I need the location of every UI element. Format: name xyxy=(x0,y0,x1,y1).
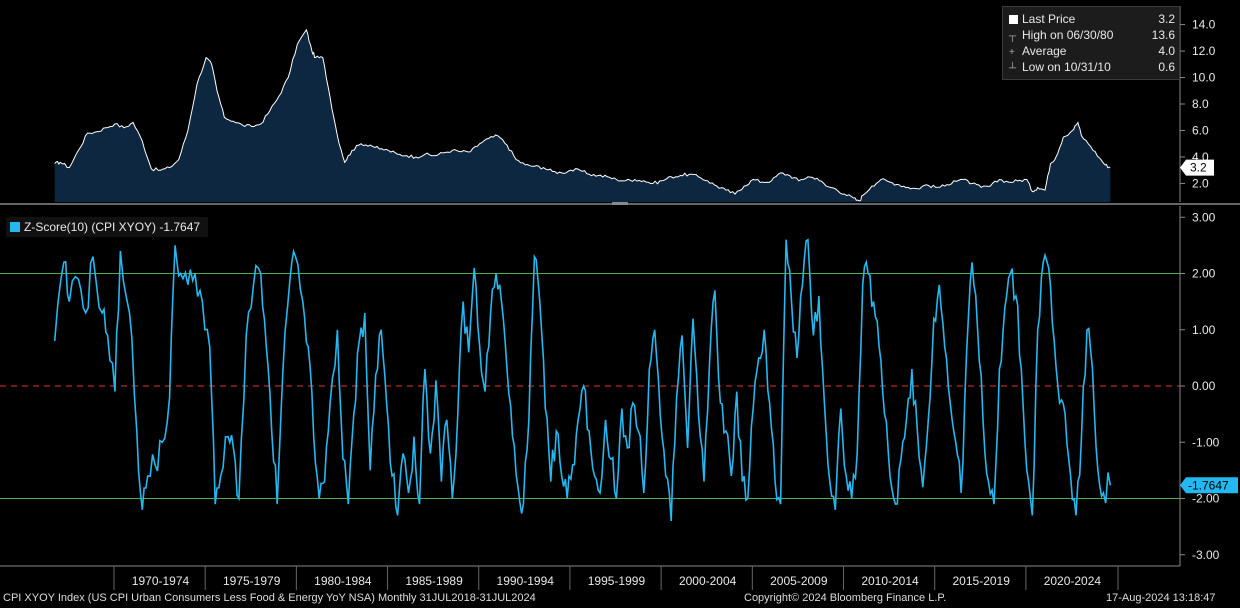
legend-high-value: 13.6 xyxy=(1151,28,1175,42)
bottom-panel: -3.00 -2.00 -1.00 0.00 1.00 2.00 3.00 -1.7647 xyxy=(0,206,1238,566)
zscore-series-line xyxy=(53,238,1112,522)
top-series-area xyxy=(54,29,1111,202)
x-tick-label-8: 2010-2014 xyxy=(861,574,919,588)
legend-low: ┴ Low on 10/31/10 xyxy=(1009,60,1111,74)
x-tick-label-3: 1985-1989 xyxy=(405,574,463,588)
legend-last-price-value: 3.2 xyxy=(1158,12,1175,26)
legend-low-value: 0.6 xyxy=(1158,60,1175,74)
high-marker-icon: ┬ xyxy=(1009,31,1017,42)
bottom-y-tick-label-2: -1.00 xyxy=(1192,435,1220,449)
top-y-tick-label-0: 2.0 xyxy=(1192,176,1209,190)
x-tick-label-4: 1990-1994 xyxy=(497,574,555,588)
zscore-legend-label: Z-Score(10) (CPI XYOY) xyxy=(24,220,157,234)
top-y-tick-label-3: 8.0 xyxy=(1192,97,1209,111)
zscore-legend-value: -1.7647 xyxy=(159,220,201,234)
x-tick-label-7: 2005-2009 xyxy=(770,574,828,588)
x-tick-label-2: 1980-1984 xyxy=(314,574,372,588)
footer-copyright: Copyright© 2024 Bloomberg Finance L.P. xyxy=(744,592,947,604)
x-tick-label-9: 2015-2019 xyxy=(953,574,1011,588)
legend-last-price: Last Price xyxy=(1009,12,1075,26)
average-marker-icon: + xyxy=(1009,47,1015,58)
x-tick-label-0: 1970-1974 xyxy=(132,574,190,588)
legend-average: + Average xyxy=(1009,44,1067,58)
top-panel: 2.0 4.0 6.0 8.0 10.0 12.0 14.0 3.2 xyxy=(54,6,1216,202)
bottom-y-tick-label-4: 1.00 xyxy=(1192,323,1216,337)
top-y-tick-label-6: 14.0 xyxy=(1192,18,1216,32)
panel-resize-handle[interactable] xyxy=(612,202,628,205)
bottom-last-value-tag xyxy=(1180,477,1238,494)
top-legend: Last Price 3.2 ┬ High on 06/30/80 13.6 + A… xyxy=(1002,6,1180,80)
top-series-line xyxy=(54,28,1111,202)
footer-timestamp: 17-Aug-2024 13:18:47 xyxy=(1106,592,1216,604)
bottom-y-tick-label-5: 2.00 xyxy=(1192,267,1216,281)
x-tick-label-5: 1995-1999 xyxy=(588,574,646,588)
bottom-legend: Z-Score(10) (CPI XYOY) -1.7647 xyxy=(6,217,209,237)
x-axis: 1970-1974 1975-1979 1980-1984 1985-1989 1990… xyxy=(0,565,1180,590)
top-last-value-text: 3.2 xyxy=(1190,161,1207,175)
x-tick-label-10: 2020-2024 xyxy=(1044,574,1102,588)
top-y-tick-label-5: 12.0 xyxy=(1192,44,1216,58)
bottom-y-tick-label-3: 0.00 xyxy=(1192,379,1216,393)
bottom-last-value-text: -1.7647 xyxy=(1188,478,1229,492)
bottom-y-tick-label-0: -3.00 xyxy=(1192,548,1220,562)
top-last-value-tag xyxy=(1180,159,1214,176)
top-y-tick-label-2: 6.0 xyxy=(1192,123,1209,137)
x-tick-label-6: 2000-2004 xyxy=(679,574,737,588)
legend-high: ┬ High on 06/30/80 xyxy=(1009,28,1114,42)
x-tick-label-1: 1975-1979 xyxy=(223,574,281,588)
bottom-y-tick-label-6: 3.00 xyxy=(1192,210,1216,224)
legend-average-value: 4.0 xyxy=(1158,44,1175,58)
footer-security: CPI XYOY Index (US CPI Urban Consumers L… xyxy=(3,592,536,604)
bottom-y-tick-label-1: -2.00 xyxy=(1192,492,1220,506)
zscore-square-icon xyxy=(10,222,20,232)
low-marker-icon: ┴ xyxy=(1009,63,1017,74)
top-y-tick-label-4: 10.0 xyxy=(1192,71,1216,85)
last-price-square-icon xyxy=(1009,15,1018,24)
